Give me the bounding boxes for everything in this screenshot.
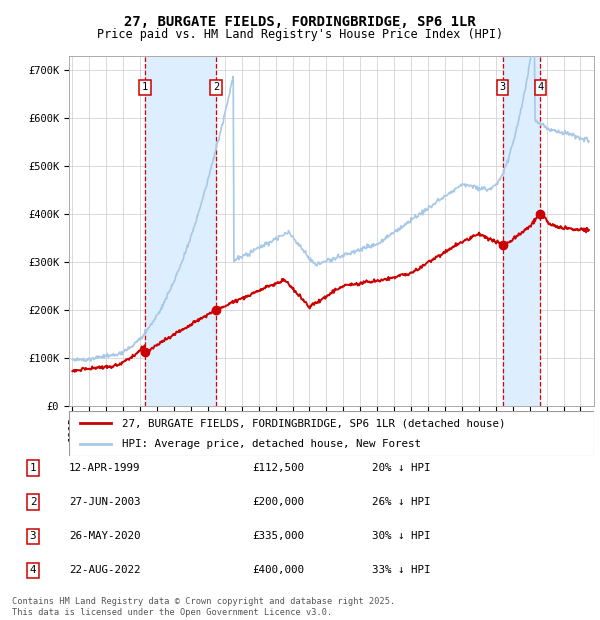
Text: 3: 3: [499, 82, 506, 92]
Text: £112,500: £112,500: [252, 463, 304, 473]
FancyBboxPatch shape: [69, 411, 594, 456]
Text: Contains HM Land Registry data © Crown copyright and database right 2025.
This d: Contains HM Land Registry data © Crown c…: [12, 598, 395, 617]
Text: 26% ↓ HPI: 26% ↓ HPI: [372, 497, 431, 507]
Text: 4: 4: [538, 82, 544, 92]
Text: £400,000: £400,000: [252, 565, 304, 575]
Bar: [145, 56, 216, 406]
Text: 3: 3: [30, 531, 36, 541]
Text: 12-APR-1999: 12-APR-1999: [69, 463, 140, 473]
Text: Price paid vs. HM Land Registry's House Price Index (HPI): Price paid vs. HM Land Registry's House …: [97, 28, 503, 41]
Text: 1: 1: [30, 463, 36, 473]
Text: 27, BURGATE FIELDS, FORDINGBRIDGE, SP6 1LR: 27, BURGATE FIELDS, FORDINGBRIDGE, SP6 1…: [124, 16, 476, 30]
Text: 2: 2: [30, 497, 36, 507]
Text: 4: 4: [30, 565, 36, 575]
Text: 20% ↓ HPI: 20% ↓ HPI: [372, 463, 431, 473]
Text: 22-AUG-2022: 22-AUG-2022: [69, 565, 140, 575]
Bar: [503, 56, 541, 406]
Text: 30% ↓ HPI: 30% ↓ HPI: [372, 531, 431, 541]
Text: HPI: Average price, detached house, New Forest: HPI: Average price, detached house, New …: [121, 438, 421, 449]
Text: 27, BURGATE FIELDS, FORDINGBRIDGE, SP6 1LR (detached house): 27, BURGATE FIELDS, FORDINGBRIDGE, SP6 1…: [121, 418, 505, 428]
Text: 2: 2: [213, 82, 219, 92]
Text: 33% ↓ HPI: 33% ↓ HPI: [372, 565, 431, 575]
Text: 27-JUN-2003: 27-JUN-2003: [69, 497, 140, 507]
Text: 26-MAY-2020: 26-MAY-2020: [69, 531, 140, 541]
Text: 1: 1: [142, 82, 148, 92]
Text: £200,000: £200,000: [252, 497, 304, 507]
Text: £335,000: £335,000: [252, 531, 304, 541]
